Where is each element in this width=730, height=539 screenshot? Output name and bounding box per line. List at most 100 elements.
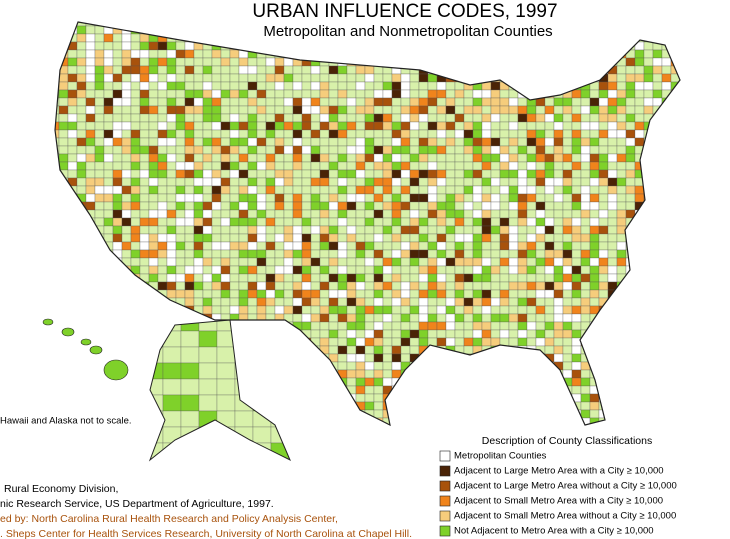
- county: [634, 22, 645, 27]
- county: [553, 177, 564, 187]
- county: [55, 105, 60, 115]
- county: [680, 426, 689, 434]
- county: [679, 97, 680, 107]
- county: [481, 169, 492, 179]
- county: [166, 201, 177, 211]
- county: [517, 377, 528, 387]
- county: [112, 73, 123, 83]
- county: [355, 265, 366, 275]
- county: [55, 289, 60, 299]
- county: [328, 161, 339, 171]
- county: [122, 426, 131, 434]
- county: [643, 377, 654, 387]
- county: [139, 353, 150, 363]
- county: [55, 169, 60, 179]
- county: [571, 177, 582, 187]
- county: [58, 377, 69, 387]
- county: [229, 113, 240, 123]
- county: [211, 105, 222, 115]
- county: [427, 257, 438, 267]
- county: [292, 297, 303, 307]
- county: [661, 193, 672, 203]
- county: [58, 209, 69, 219]
- county: [409, 153, 420, 163]
- county: [463, 105, 474, 115]
- county: [589, 273, 600, 283]
- county: [55, 369, 60, 379]
- county: [472, 137, 483, 147]
- county: [562, 337, 573, 347]
- county: [625, 313, 636, 323]
- county: [409, 249, 420, 259]
- county: [589, 225, 600, 235]
- county: [571, 201, 582, 211]
- county: [211, 65, 222, 75]
- county: [500, 426, 509, 434]
- county: [157, 217, 168, 227]
- county: [598, 97, 609, 107]
- county: [472, 201, 483, 211]
- county: [148, 57, 159, 67]
- county: [337, 409, 348, 419]
- alaska-outline: [148, 319, 291, 462]
- county: [454, 209, 465, 219]
- county: [661, 377, 672, 387]
- county: [67, 73, 78, 83]
- county: [238, 153, 249, 163]
- county: [607, 417, 618, 425]
- county: [76, 89, 87, 99]
- county: [418, 89, 429, 99]
- county: [265, 41, 276, 51]
- county: [238, 289, 249, 299]
- county: [580, 313, 591, 323]
- county: [580, 153, 591, 163]
- county: [328, 73, 339, 83]
- county: [166, 73, 177, 83]
- county: [580, 113, 591, 123]
- county: [463, 233, 474, 243]
- county: [571, 105, 582, 115]
- county: [517, 361, 528, 371]
- county: [509, 426, 518, 434]
- county: [599, 426, 608, 434]
- county: [562, 321, 573, 331]
- county: [76, 313, 87, 323]
- county: [598, 161, 609, 171]
- county: [55, 22, 60, 27]
- county: [679, 161, 680, 171]
- county: [337, 417, 348, 425]
- county: [76, 113, 87, 123]
- county: [382, 137, 393, 147]
- county: [490, 249, 501, 259]
- county: [526, 185, 537, 195]
- county: [292, 41, 303, 51]
- county: [580, 305, 591, 315]
- county: [220, 145, 231, 155]
- county: [55, 65, 60, 75]
- county: [355, 257, 366, 267]
- county: [220, 225, 231, 235]
- county: [562, 153, 573, 163]
- county: [679, 281, 680, 291]
- county: [139, 65, 150, 75]
- county: [562, 177, 573, 187]
- county: [211, 305, 222, 315]
- county: [409, 241, 420, 251]
- county: [526, 337, 537, 347]
- county: [198, 346, 218, 364]
- county: [76, 305, 87, 315]
- county: [643, 73, 654, 83]
- county: [283, 393, 294, 403]
- county: [58, 193, 69, 203]
- county: [544, 161, 555, 171]
- county: [94, 161, 105, 171]
- county: [463, 417, 474, 425]
- county: [472, 313, 483, 323]
- county: [562, 233, 573, 243]
- county: [400, 305, 411, 315]
- county: [256, 217, 267, 227]
- county: [328, 321, 339, 331]
- county: [283, 105, 294, 115]
- county: [55, 177, 60, 187]
- county: [220, 289, 231, 299]
